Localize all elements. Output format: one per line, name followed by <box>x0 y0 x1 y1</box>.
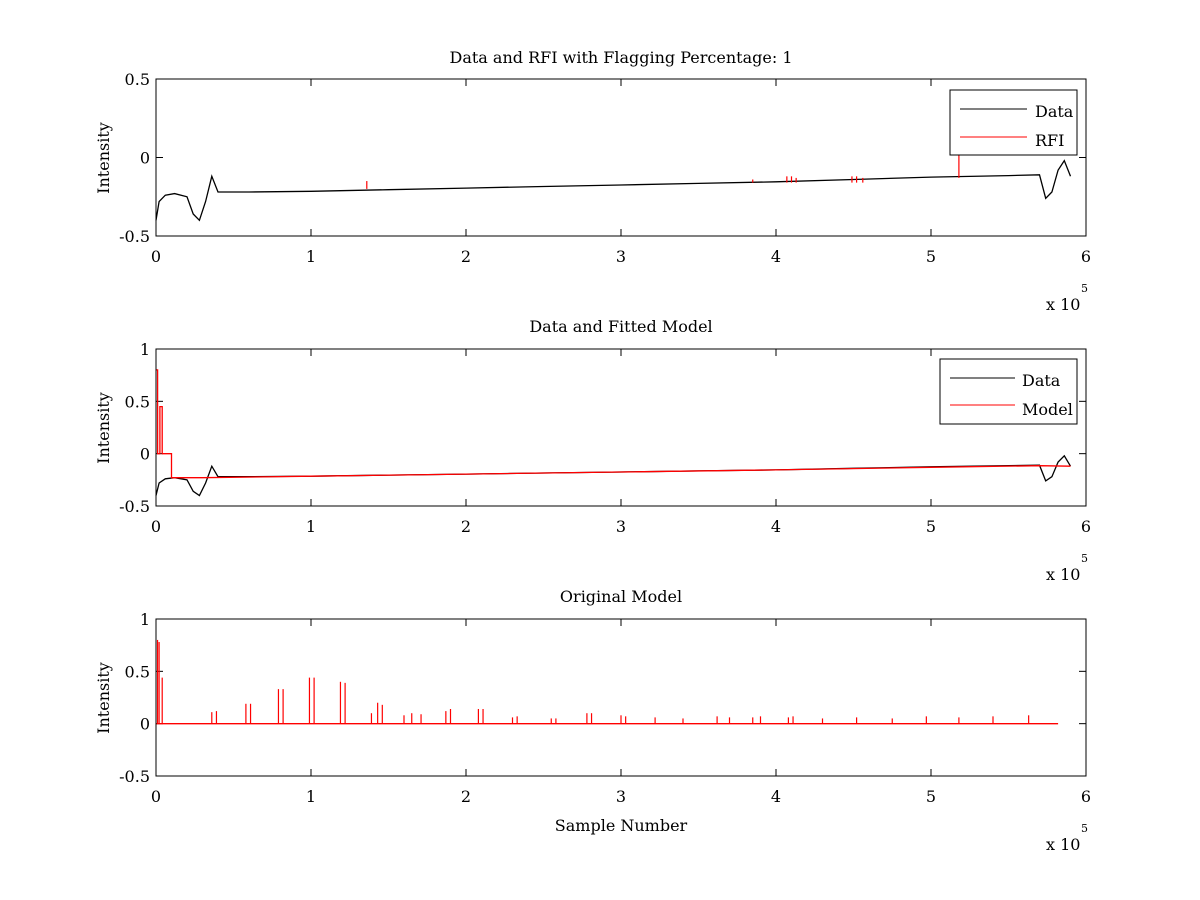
subplot-1-ytick-label: -0.5 <box>119 227 150 246</box>
subplot-3-xtick-label: 4 <box>771 787 781 806</box>
subplot-3-xtick-label: 6 <box>1081 787 1091 806</box>
subplot-3-exponent-label: x 10 <box>1046 835 1080 854</box>
subplot-3-xtick-label: 0 <box>151 787 161 806</box>
subplot-1-exponent: 5 <box>1081 282 1088 295</box>
subplot-2: Data and Fitted Model Intensity 0 1 2 3 4 5 6 -… <box>94 317 1091 584</box>
subplot-3-axes-box <box>155 618 1087 777</box>
subplot-2-xtick-label: 4 <box>771 517 781 536</box>
subplot-2-legend-data: Data <box>1022 371 1061 390</box>
subplot-2-legend-box <box>939 358 1078 425</box>
subplot-2-legend: Data Model <box>939 358 1078 425</box>
subplot-3-exponent: 5 <box>1081 822 1088 835</box>
subplot-1-ytick-label: 0.5 <box>125 70 150 89</box>
subplot-1-xtick-label: 5 <box>926 247 936 266</box>
subplot-1-ylabel: Intensity <box>94 122 113 194</box>
subplot-1-legend-data: Data <box>1035 102 1074 121</box>
subplot-2-ylabel: Intensity <box>94 392 113 464</box>
subplot-2-series-model <box>156 369 1071 479</box>
subplot-1-xtick-label: 4 <box>771 247 781 266</box>
subplot-3-ytick-label: 0.5 <box>125 662 150 681</box>
subplot-3: Original Model Intensity 0 1 2 3 4 5 6-0.500.5… <box>94 587 1091 854</box>
subplot-3-xtick-label: 1 <box>306 787 316 806</box>
subplot-2-plot: 0 1 2 3 4 5 6-0.500.51 <box>119 340 1091 536</box>
subplot-3-xtick-label: 2 <box>461 787 471 806</box>
subplot-1-xtick-label: 2 <box>461 247 471 266</box>
subplot-1-xtick-label: 6 <box>1081 247 1091 266</box>
subplot-3-xtick-label: 5 <box>926 787 936 806</box>
subplot-2-ytick-label: 1 <box>140 340 150 359</box>
subplot-3-ytick-label: -0.5 <box>119 767 150 786</box>
subplot-1-xtick-label: 1 <box>306 247 316 266</box>
subplot-1-series-data <box>155 159 1072 222</box>
subplot-2-xtick-label: 2 <box>461 517 471 536</box>
subplot-3-xtick-label: 3 <box>616 787 626 806</box>
subplot-2-legend-model: Model <box>1022 400 1073 419</box>
subplot-3-xlabel: Sample Number <box>555 816 688 835</box>
subplot-1-legend-rfi: RFI <box>1035 131 1064 150</box>
subplot-3-plot: 0 1 2 3 4 5 6-0.500.51 <box>119 610 1091 806</box>
subplot-1-exponent-label: x 10 <box>1046 295 1080 314</box>
subplot-2-xtick-label: 0 <box>151 517 161 536</box>
subplot-3-title: Original Model <box>560 587 682 606</box>
subplot-2-axes-box <box>155 348 1087 507</box>
subplot-1-axes-box <box>155 78 1087 237</box>
subplot-3-ytick-label: 1 <box>140 610 150 629</box>
subplot-2-ytick-label: 0.5 <box>125 392 150 411</box>
subplot-1: Data and RFI with Flagging Percentage: 1… <box>94 48 1091 314</box>
subplot-2-xtick-label: 3 <box>616 517 626 536</box>
subplot-2-ytick-label: -0.5 <box>119 497 150 516</box>
subplot-3-ytick-label: 0 <box>140 715 150 734</box>
subplot-1-xtick-label: 3 <box>616 247 626 266</box>
subplot-2-exponent: 5 <box>1081 552 1088 565</box>
subplot-2-exponent-label: x 10 <box>1046 565 1080 584</box>
subplot-2-xtick-label: 5 <box>926 517 936 536</box>
subplot-2-ytick-label: 0 <box>140 445 150 464</box>
subplot-3-ylabel: Intensity <box>94 662 113 734</box>
subplot-1-title: Data and RFI with Flagging Percentage: 1 <box>449 48 792 67</box>
subplot-2-xtick-label: 6 <box>1081 517 1091 536</box>
subplot-2-title: Data and Fitted Model <box>529 317 712 336</box>
subplot-1-ytick-label: 0 <box>140 149 150 168</box>
subplot-1-legend: Data RFI <box>949 89 1078 156</box>
subplot-1-xtick-label: 0 <box>151 247 161 266</box>
subplot-1-legend-box <box>949 89 1078 156</box>
subplot-2-xtick-label: 1 <box>306 517 316 536</box>
